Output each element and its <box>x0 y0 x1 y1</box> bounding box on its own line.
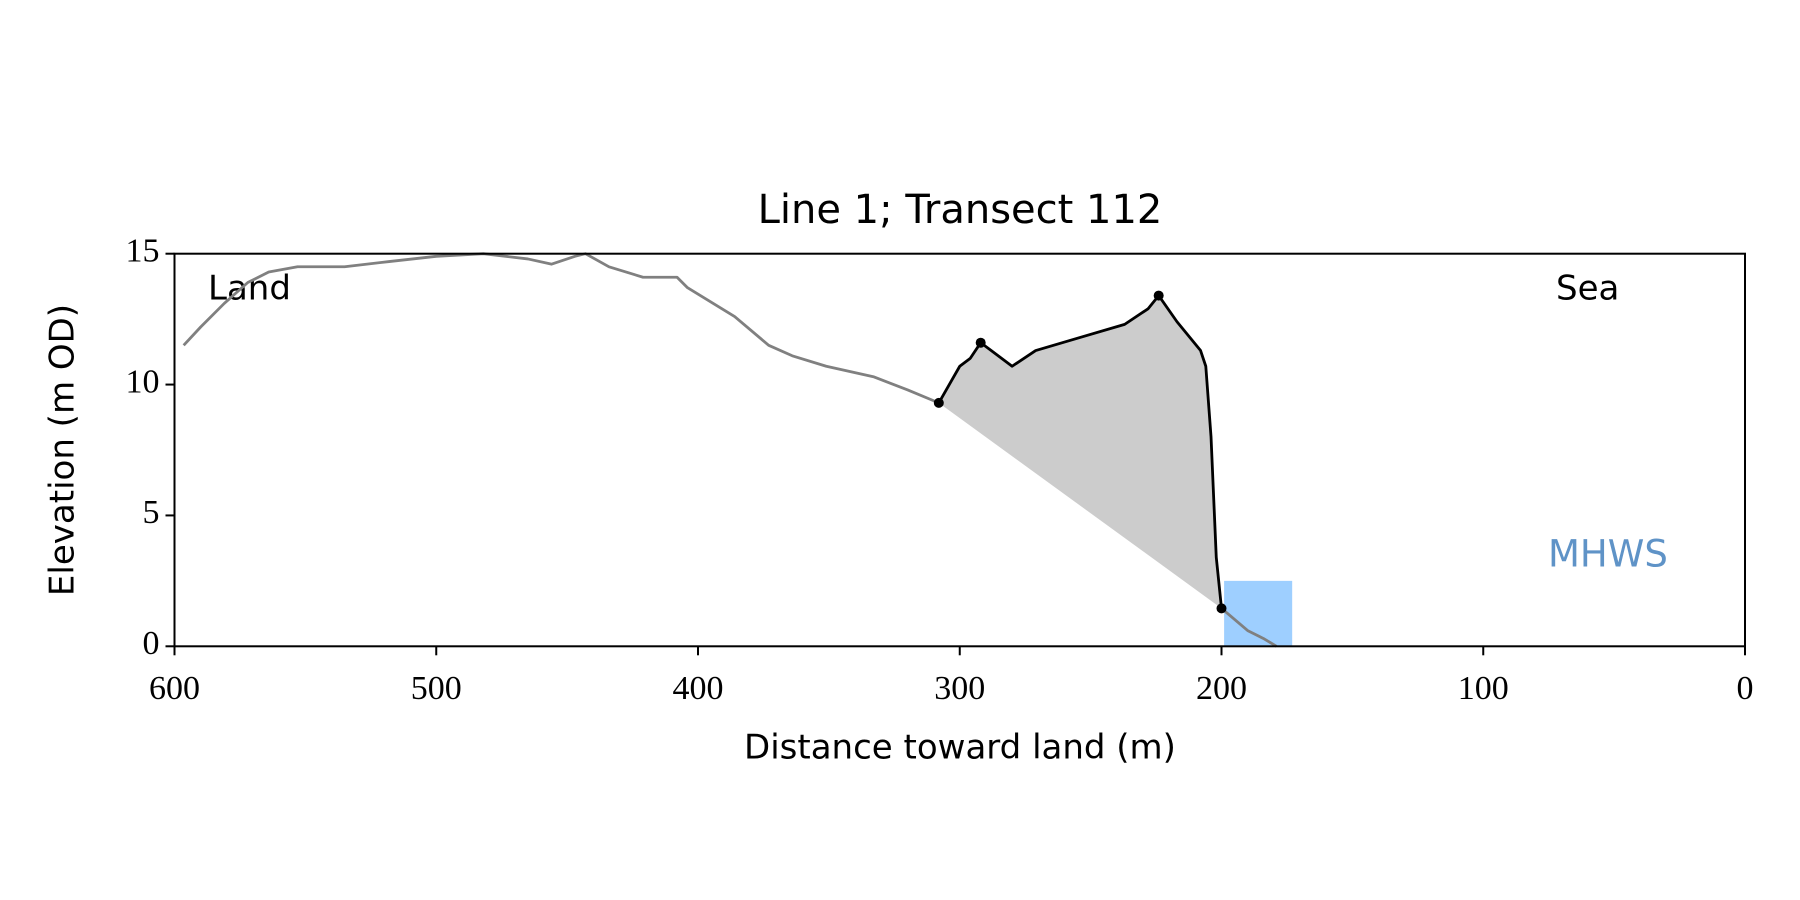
annotation: Sea <box>1556 269 1619 309</box>
marker <box>933 397 944 408</box>
x-axis-label: Distance toward land (m) <box>744 728 1176 768</box>
x-tick-label: 400 <box>673 670 724 707</box>
y-tick-label: 0 <box>143 625 160 662</box>
profile-line <box>937 294 1223 609</box>
marker <box>975 337 986 348</box>
profile-line <box>182 252 1278 648</box>
marker <box>1216 603 1227 614</box>
x-tick-label: 200 <box>1196 670 1247 707</box>
plot-frame <box>173 252 1746 648</box>
marker <box>1153 290 1164 301</box>
y-tick-label: 15 <box>126 232 160 269</box>
x-tick-label: 600 <box>149 670 200 707</box>
annotation: Land <box>208 269 291 309</box>
x-tick-label: 0 <box>1737 670 1754 707</box>
x-tick-label: 500 <box>411 670 462 707</box>
y-tick-label: 5 <box>143 494 160 531</box>
mhws-label: MHWS <box>1548 533 1668 576</box>
chart-title: Line 1; Transect 112 <box>758 187 1163 233</box>
y-tick-label: 10 <box>126 363 160 400</box>
x-tick-label: 300 <box>934 670 985 707</box>
crest-fill <box>938 295 1222 609</box>
y-axis-label: Elevation (m OD) <box>43 304 83 596</box>
x-tick-label: 100 <box>1458 670 1509 707</box>
